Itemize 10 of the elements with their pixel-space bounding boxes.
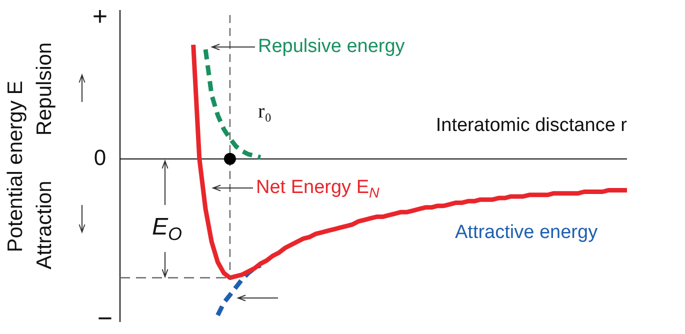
text: Repulsion xyxy=(32,42,56,136)
text: + xyxy=(92,1,108,32)
text: − xyxy=(97,303,113,334)
text: Attractive energy xyxy=(455,222,598,244)
annotation: r₀ xyxy=(258,100,272,122)
text: Repulsive energy xyxy=(258,36,406,58)
text: Attraction xyxy=(32,180,56,270)
x-axis-title: Interatomic disctance r xyxy=(436,115,628,136)
y-axis-title: Potential energy E xyxy=(4,80,27,252)
text: 0 xyxy=(94,144,106,170)
